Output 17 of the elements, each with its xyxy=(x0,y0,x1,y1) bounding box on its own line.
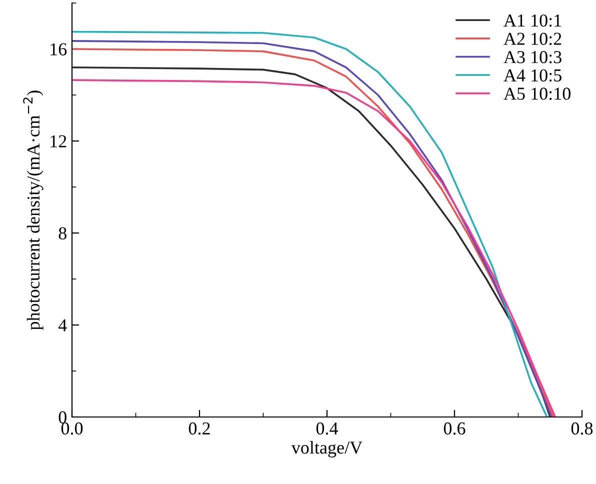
legend-label: A4 10:5 xyxy=(504,69,562,82)
legend-label: A2 10:2 xyxy=(504,32,562,46)
x-tick-label: 0.2 xyxy=(188,422,210,435)
x-tick-label: 0.6 xyxy=(444,422,466,435)
y-tick-label: 0 xyxy=(58,411,66,424)
y-tick-label: 4 xyxy=(58,319,67,332)
legend-label: A1 10:1 xyxy=(504,14,562,27)
x-tick-label: 0.8 xyxy=(571,422,593,435)
legend-label: A5 10:10 xyxy=(504,88,570,100)
x-axis-title: voltage/V xyxy=(291,441,362,458)
x-tick-label: 0.0 xyxy=(61,422,83,435)
y-axis-title: photocurrent density/(mA·cm$^{−2}$) xyxy=(23,90,44,330)
x-tick-label: 0.4 xyxy=(316,422,338,435)
legend-label: A3 10:3 xyxy=(504,51,562,64)
y-tick-label: 8 xyxy=(58,227,66,240)
y-tick-label: 16 xyxy=(50,43,67,56)
y-tick-label: 12 xyxy=(50,135,66,148)
